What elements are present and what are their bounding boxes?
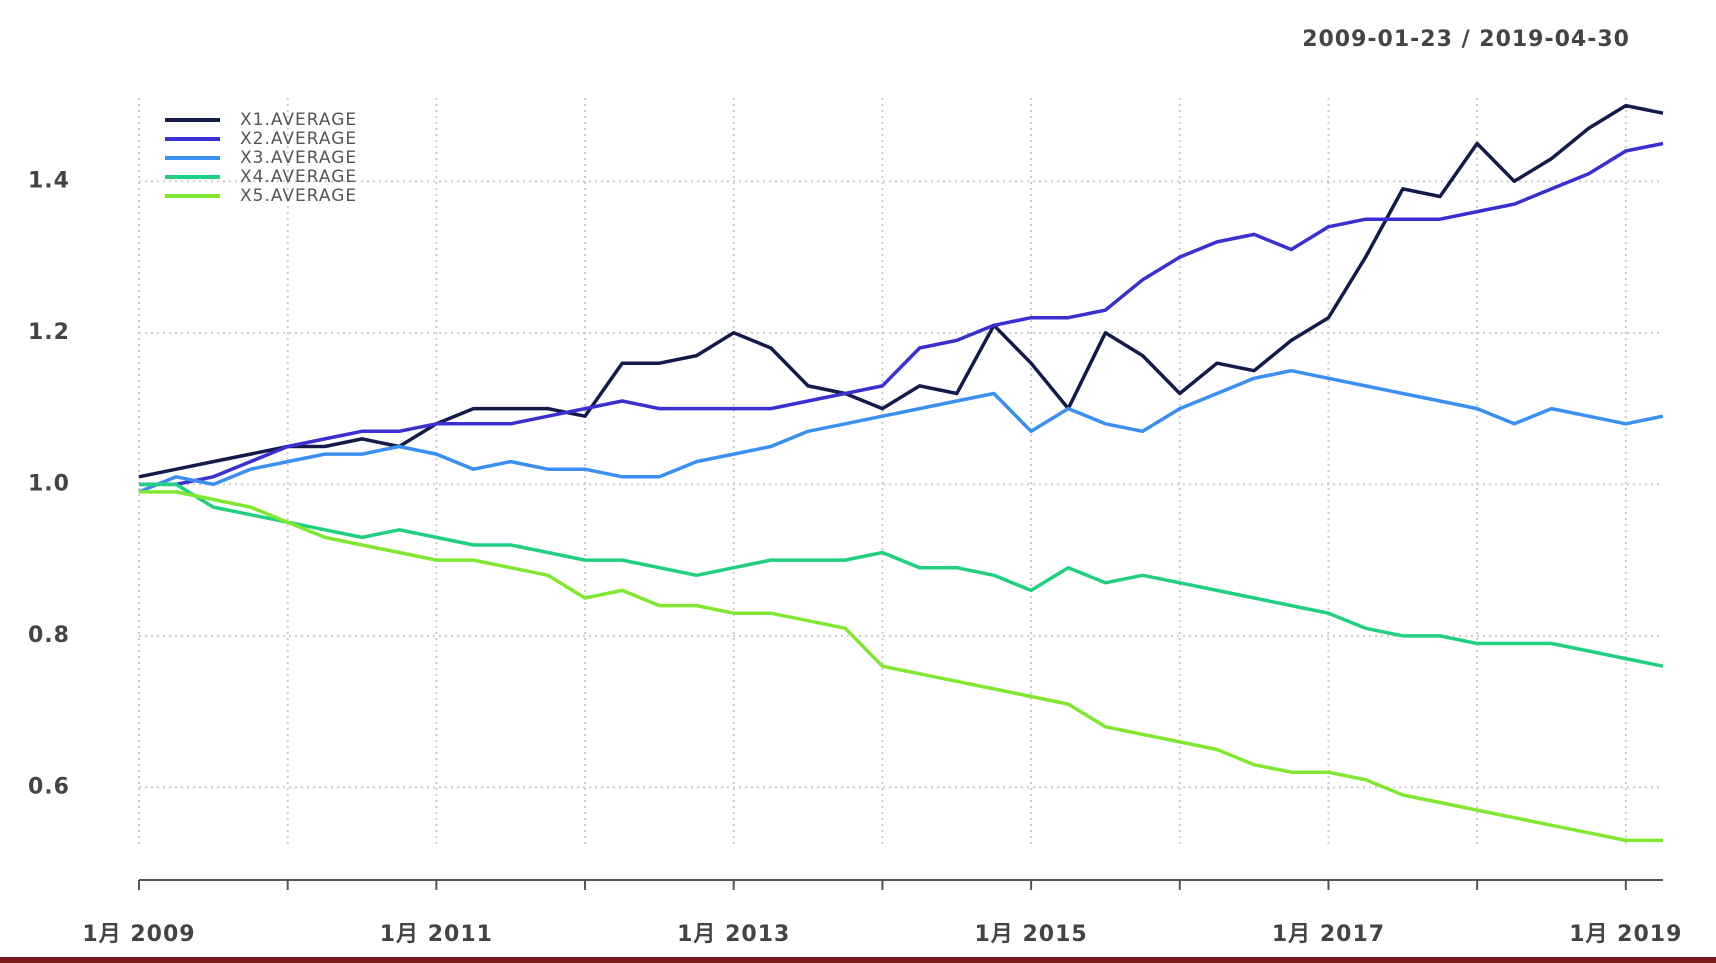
x-tick-label: 1月 2017 <box>1272 922 1385 947</box>
series-line <box>139 482 1664 668</box>
y-tick-label: 1.4 <box>28 168 70 193</box>
x-tick-label: 1月 2009 <box>82 922 195 947</box>
series-line <box>139 141 1664 487</box>
legend-label: X5.AVERAGE <box>240 186 357 206</box>
x-tick-label: 1月 2013 <box>677 922 790 947</box>
y-tick-label: 1.2 <box>28 320 70 345</box>
y-tick-label: 0.8 <box>28 623 70 648</box>
x-tick-label: 1月 2011 <box>380 922 493 947</box>
y-tick-label: 0.6 <box>28 774 70 799</box>
bottom-border <box>0 957 1716 963</box>
legend-label: X4.AVERAGE <box>240 167 357 187</box>
y-tick-label: 1.0 <box>28 471 70 496</box>
chart-title: 2009-01-23 / 2019-04-30 <box>1302 27 1630 52</box>
legend-label: X1.AVERAGE <box>240 110 357 130</box>
x-tick-label: 1月 2019 <box>1569 922 1682 947</box>
series-line <box>138 368 1664 494</box>
legend-label: X2.AVERAGE <box>240 129 357 149</box>
legend-label: X3.AVERAGE <box>240 148 357 168</box>
series-line <box>139 490 1663 843</box>
series-line <box>138 103 1664 479</box>
x-tick-label: 1月 2015 <box>974 922 1087 947</box>
